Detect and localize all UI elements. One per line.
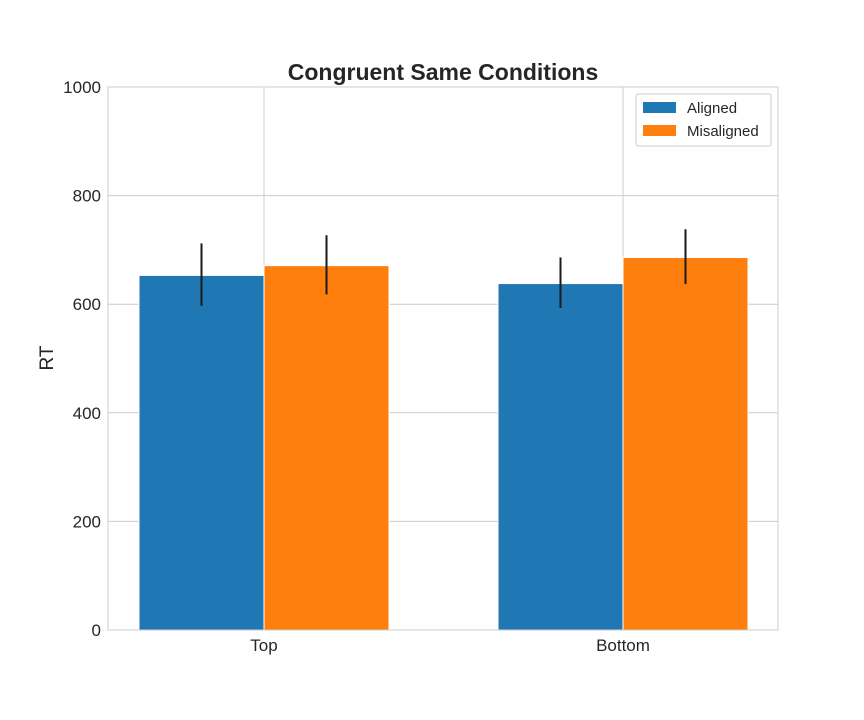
y-tick-label: 800 xyxy=(73,187,101,206)
chart-title: Congruent Same Conditions xyxy=(288,59,599,85)
y-tick-label: 0 xyxy=(92,621,101,640)
y-tick-label: 400 xyxy=(73,404,101,423)
y-tick-label: 1000 xyxy=(63,78,101,97)
plot-frame xyxy=(107,86,779,631)
bars xyxy=(138,257,749,631)
bar-misaligned-top xyxy=(263,265,390,631)
y-tick-label: 600 xyxy=(73,295,101,314)
y-tick-label: 200 xyxy=(73,512,101,531)
y-axis-label: RT xyxy=(37,345,58,370)
x-tick-labels: Top Bottom xyxy=(250,636,650,655)
x-tick-label: Bottom xyxy=(596,636,650,655)
legend-swatch xyxy=(643,125,676,136)
bar-aligned-top xyxy=(138,274,265,631)
bar-misaligned-bottom xyxy=(622,257,749,631)
bar-aligned-bottom xyxy=(497,283,624,631)
error-bars xyxy=(200,229,687,309)
x-tick-label: Top xyxy=(250,636,277,655)
legend-swatch xyxy=(643,102,676,113)
legend: Aligned Misaligned xyxy=(635,93,772,147)
y-tick-labels: 0 200 400 600 800 1000 xyxy=(63,78,101,640)
legend-label: Aligned xyxy=(687,100,737,117)
legend-label: Misaligned xyxy=(687,123,759,140)
